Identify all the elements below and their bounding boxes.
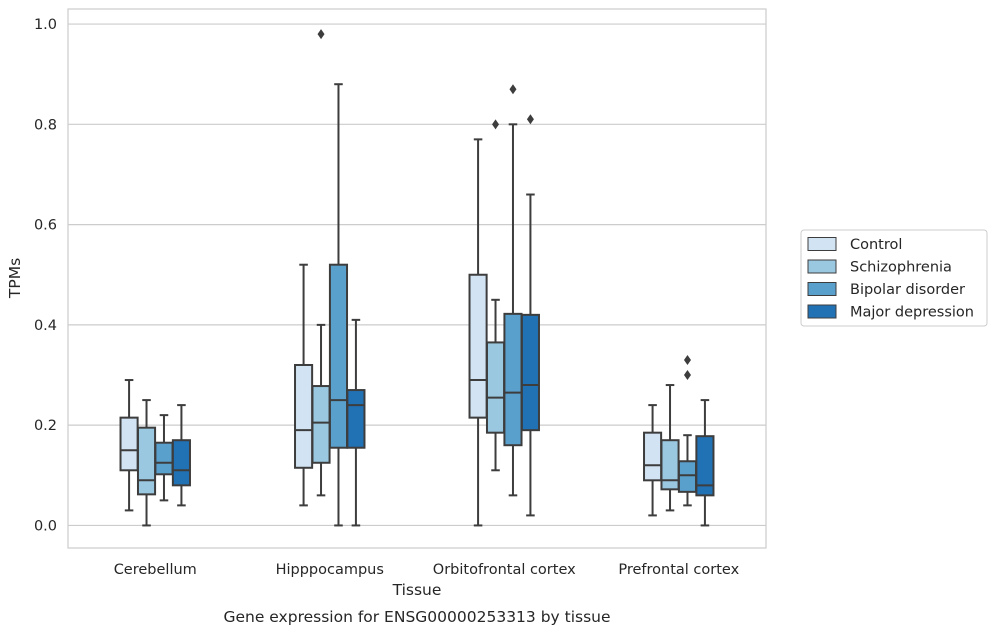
box-body [520,313,540,432]
box-orbitofrontal-cortex-major-depression [520,114,540,517]
legend-label: Major depression [850,305,974,321]
box-body [643,431,663,482]
box-body [695,435,715,497]
box-body [136,426,157,496]
box-body [171,439,191,487]
box-prefrontal-cortex-bipolar-disorder [677,354,698,507]
box-hipppocampus-major-depression [346,318,366,527]
legend-swatch [807,282,837,296]
box-body [154,441,174,476]
outlier-point [683,370,691,381]
y-axis-title: TPMs [6,258,24,299]
plot-frame [67,8,767,549]
y-tick-label: 0.0 [34,518,57,534]
legend-swatch [807,237,837,251]
box-body [660,439,680,491]
box-cerebellum-major-depression [171,404,191,507]
box-body [119,416,139,472]
y-tick-label: 1.0 [34,17,57,33]
legend-label: Schizophrenia [850,260,952,276]
box-hipppocampus-bipolar-disorder [328,83,349,527]
outlier-point [683,354,691,365]
legend: Control Schizophrenia Bipolar disorder Majo… [800,229,988,327]
y-tick-label: 0.2 [34,418,57,434]
box-body [677,460,698,493]
chart-caption: Gene expression for ENSG00000253313 by t… [223,608,610,626]
box-cerebellum-schizophrenia [136,399,157,527]
y-tick-labels: 0.0 0.2 0.4 0.6 0.8 1.0 [34,17,57,534]
box-prefrontal-cortex-schizophrenia [660,384,680,512]
outlier-point [526,114,534,125]
box-hipppocampus-control [294,263,314,507]
x-tick-label: Hipppocampus [276,562,384,578]
legend-label: Bipolar disorder [850,282,965,298]
legend-swatch [807,259,837,274]
x-axis-title: Tissue [392,581,442,599]
box-body [328,263,349,449]
x-tick-label: Cerebellum [114,562,197,578]
y-tick-label: 0.6 [34,218,57,234]
box-hipppocampus-schizophrenia [311,29,331,497]
box-cerebellum-bipolar-disorder [154,414,174,502]
x-tick-label: Prefrontal cortex [618,562,739,578]
gridlines [68,23,766,527]
legend-frame [800,229,988,327]
box-body [485,341,506,434]
y-tick-label: 0.4 [34,318,57,334]
box-orbitofrontal-cortex-bipolar-disorder [503,84,523,497]
legend-swatch [807,304,837,319]
box-prefrontal-cortex-major-depression [695,399,715,527]
box-body [311,385,331,464]
x-tick-label: Orbitofrontal cortex [433,562,576,578]
outlier-point [492,119,500,130]
outlier-point [509,84,517,95]
box-body [503,312,523,447]
box-body [468,273,488,419]
y-tick-label: 0.8 [34,117,57,133]
outlier-point [317,29,325,40]
boxes [119,29,715,527]
box-body [294,363,314,469]
x-tick-labels: Cerebellum Hipppocampus Orbitofrontal cort… [114,562,740,578]
legend-label: Control [850,237,902,253]
box-body [346,389,366,449]
